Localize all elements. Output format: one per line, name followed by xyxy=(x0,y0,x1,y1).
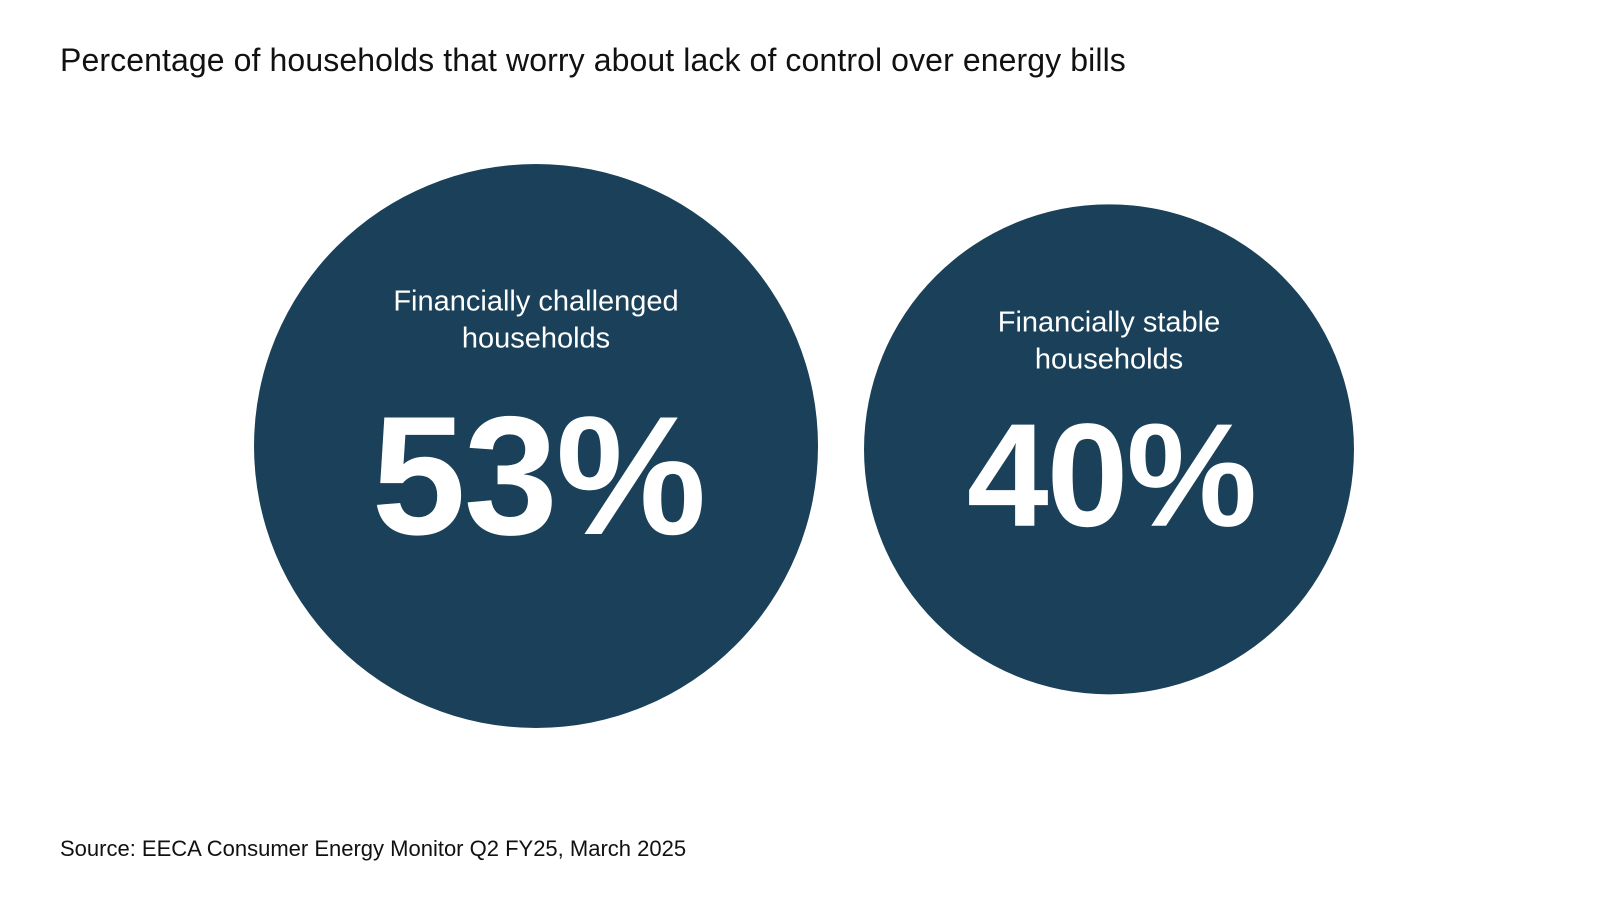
bubble-circle xyxy=(864,204,1354,695)
chart-title: Percentage of households that worry abou… xyxy=(60,42,1126,78)
bubble-label: Financially stable xyxy=(998,307,1220,339)
bubble-circle xyxy=(254,164,819,728)
bubble-value: 53% xyxy=(372,381,705,570)
bubble-label: households xyxy=(462,323,610,355)
bubble-group: Financially stable households 40% xyxy=(864,204,1354,695)
bubble-value: 40% xyxy=(967,394,1255,558)
source-note: Source: EECA Consumer Energy Monitor Q2 … xyxy=(60,836,687,861)
bubble-group: Financially challenged households 53% xyxy=(254,164,819,728)
bubble-label: Financially challenged xyxy=(393,286,678,318)
bubble-label: households xyxy=(1035,344,1183,376)
